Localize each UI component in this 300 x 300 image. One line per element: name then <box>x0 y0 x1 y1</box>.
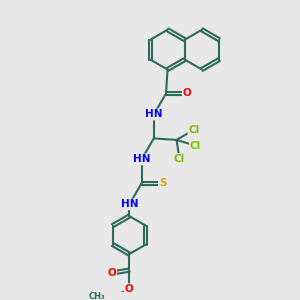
Text: HN: HN <box>121 200 138 209</box>
Text: HN: HN <box>145 110 163 119</box>
Text: CH₃: CH₃ <box>88 292 105 300</box>
Text: Cl: Cl <box>190 141 201 151</box>
Text: O: O <box>125 284 134 294</box>
Text: Cl: Cl <box>174 154 185 164</box>
Text: HN: HN <box>133 154 150 164</box>
Text: Cl: Cl <box>188 125 200 135</box>
Text: O: O <box>183 88 191 98</box>
Text: O: O <box>107 268 116 278</box>
Text: S: S <box>159 178 166 188</box>
